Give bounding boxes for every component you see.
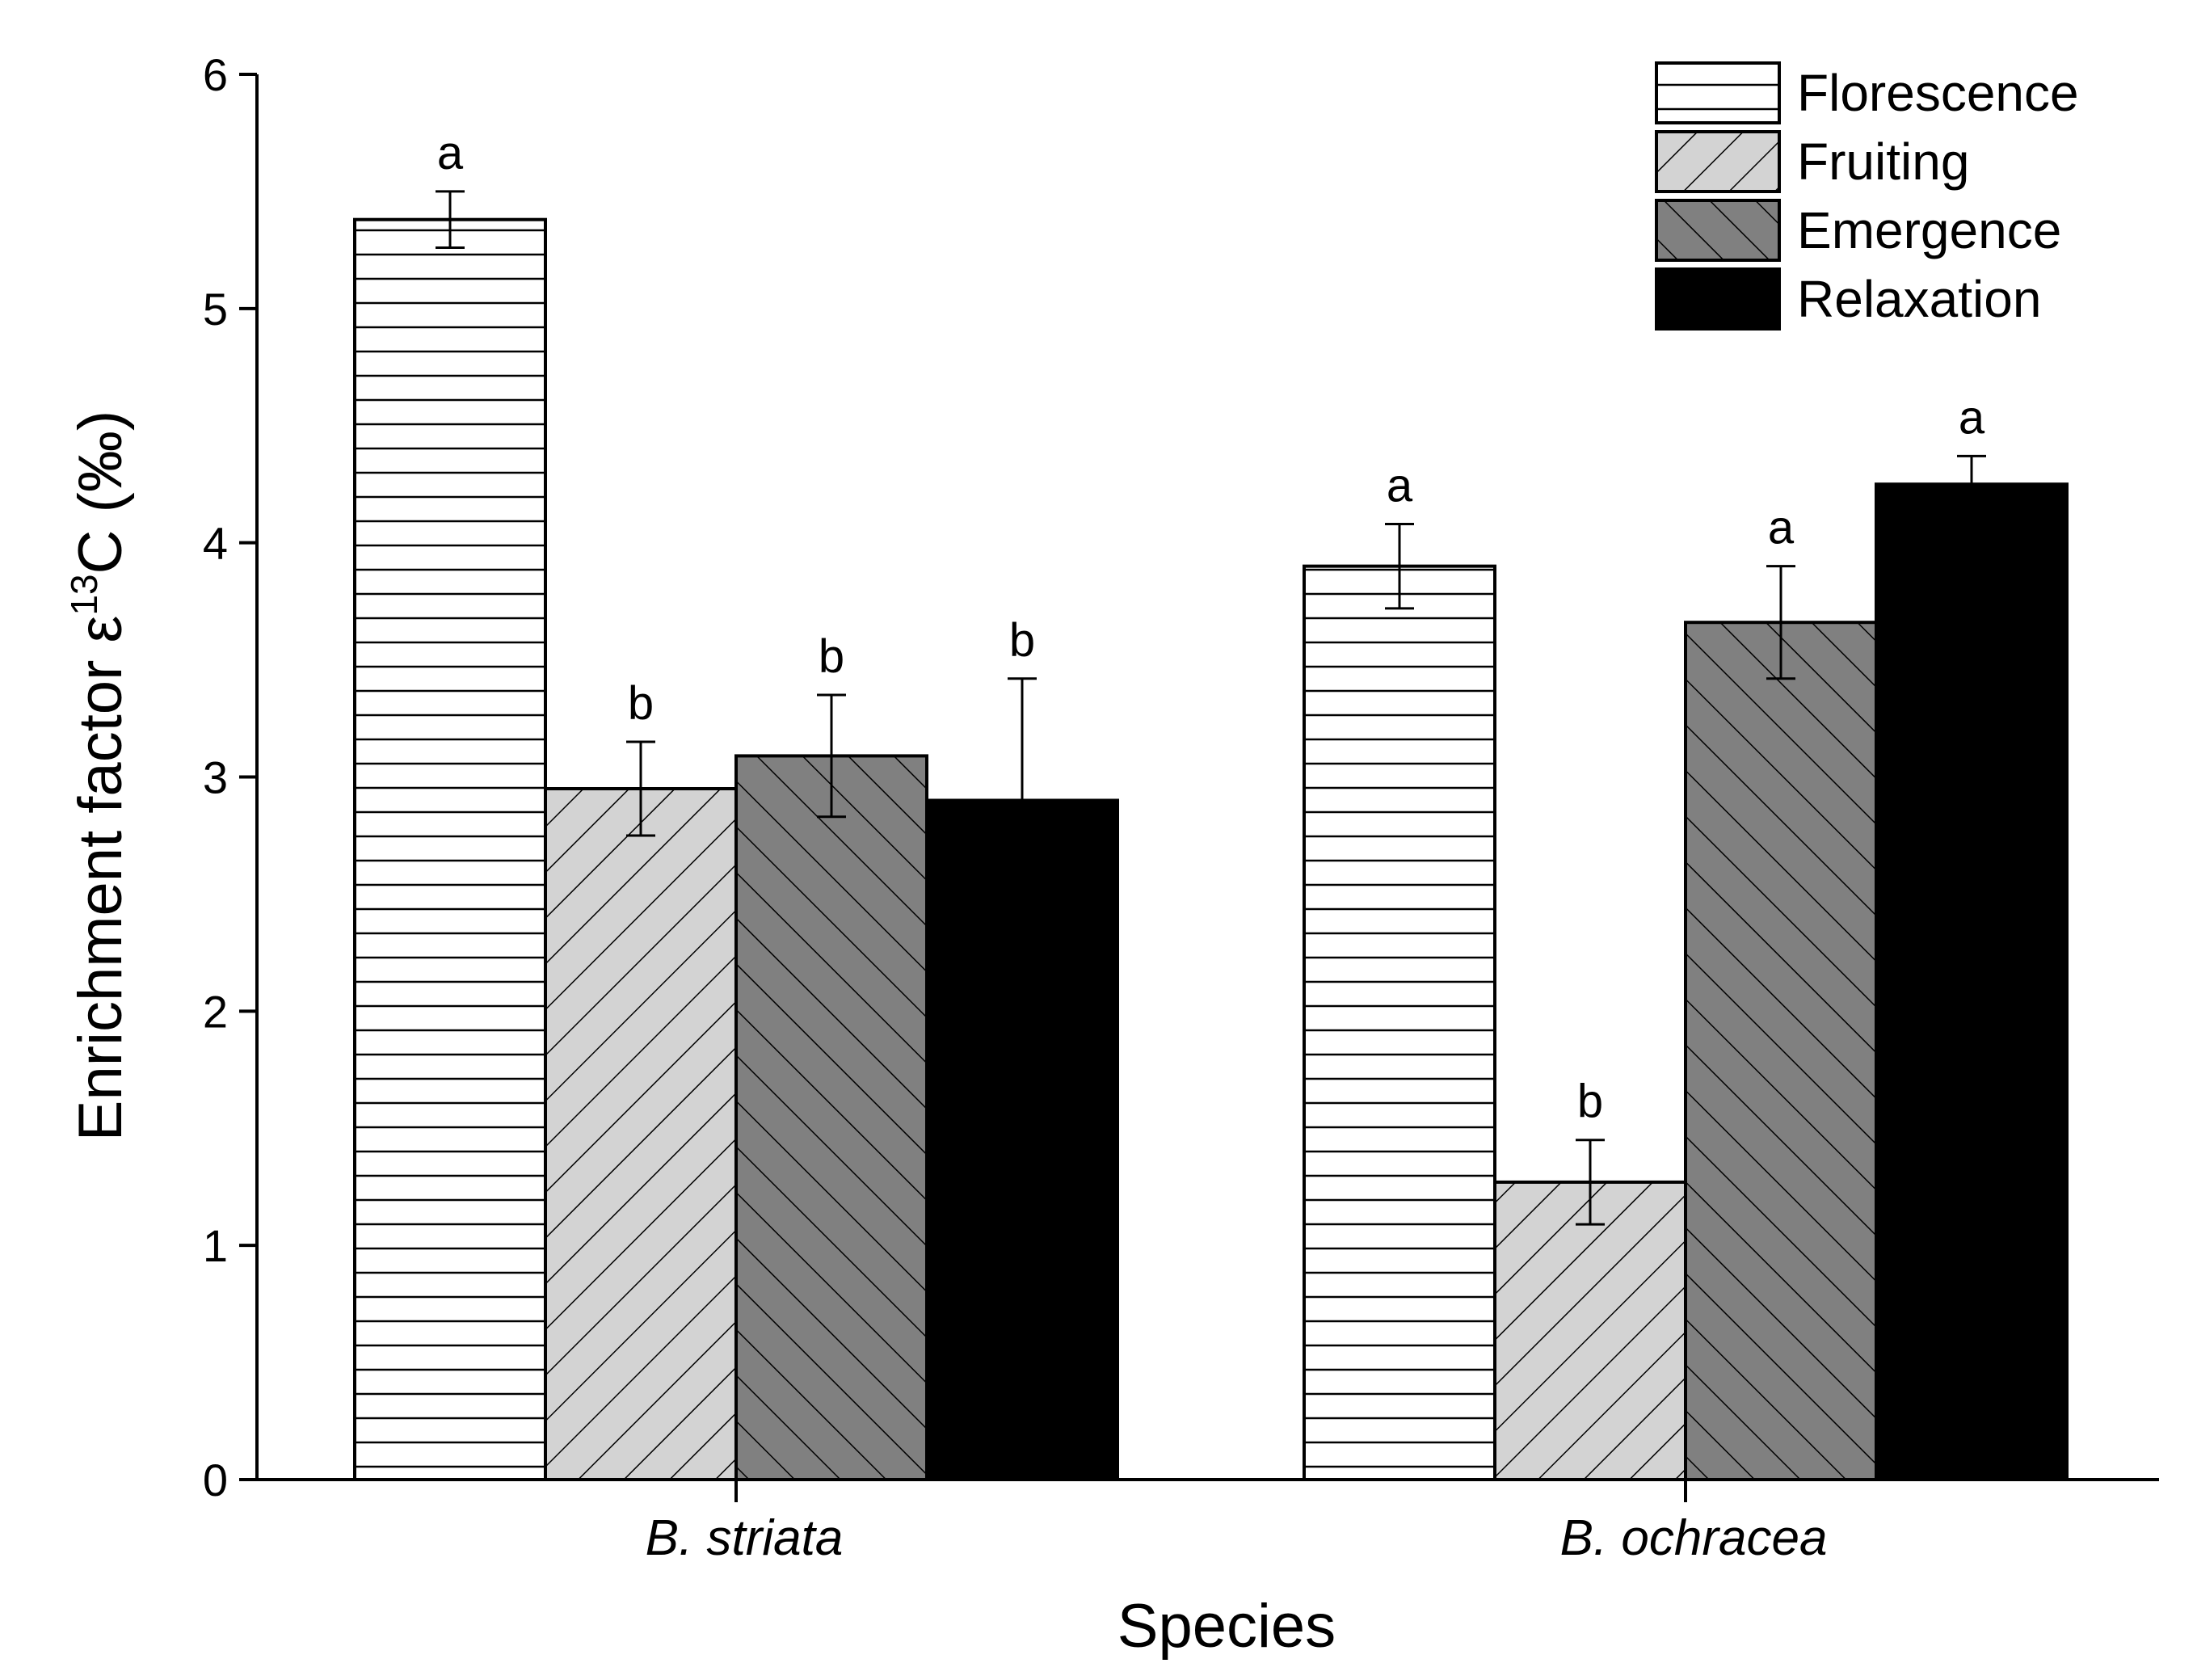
significance-letter: a [1959, 391, 1985, 444]
legend-label-emergence: Emergence [1797, 201, 2061, 259]
bar-emergence [734, 754, 928, 1481]
y-axis-title: Enrichment factor ε13C (‰) [63, 411, 135, 1141]
legend-swatch-florescence [1655, 61, 1781, 124]
y-tick-label: 5 [203, 284, 228, 335]
y-tick-label: 3 [203, 752, 228, 803]
x-category-label: B. ochracea [1560, 1510, 1828, 1566]
bar-emergence [1684, 621, 1878, 1482]
significance-letter: b [1577, 1076, 1603, 1128]
bar-florescence [353, 217, 547, 1481]
significance-letter: a [1387, 459, 1413, 512]
y-axis-title-superscript: 13 [63, 574, 105, 615]
legend-label-relaxation: Relaxation [1797, 270, 2041, 328]
legend: Florescence Fruiting Emergence Relaxation [1655, 61, 2079, 331]
y-axis-title-main: Enrichment factor ε [66, 616, 135, 1142]
y-tick-label: 1 [203, 1220, 228, 1271]
y-axis-title-suffix: C (‰) [66, 411, 135, 575]
x-category-label: B. striata [646, 1510, 844, 1566]
significance-letter: b [1009, 614, 1035, 667]
bar-relaxation [1875, 482, 2069, 1481]
legend-swatch-relaxation [1655, 267, 1781, 331]
bar-fruiting [1493, 1180, 1687, 1481]
y-tick-label: 0 [203, 1455, 228, 1505]
x-ticks: B. striata B. ochracea [646, 1480, 1828, 1566]
significance-letter: a [1768, 502, 1795, 554]
y-tick-label: 2 [203, 986, 228, 1037]
significance-letter: b [819, 630, 844, 683]
y-ticks: 0 1 2 3 4 5 6 [203, 49, 257, 1505]
x-axis-title: Species [1117, 1592, 1336, 1661]
legend-swatch-emergence [1655, 199, 1781, 262]
significance-letters: a a b b b a b a [437, 127, 1985, 1128]
bar-florescence [1303, 564, 1496, 1481]
significance-letter: a [437, 127, 464, 179]
y-tick-label: 6 [203, 49, 228, 100]
bar-fruiting [544, 786, 738, 1481]
error-bars [436, 190, 1986, 1226]
legend-label-florescence: Florescence [1797, 64, 2079, 122]
bars [353, 217, 2069, 1482]
legend-swatch-fruiting [1655, 130, 1781, 193]
legend-label-fruiting: Fruiting [1797, 133, 1969, 191]
y-tick-label: 4 [203, 518, 228, 569]
significance-letter: b [628, 677, 654, 730]
